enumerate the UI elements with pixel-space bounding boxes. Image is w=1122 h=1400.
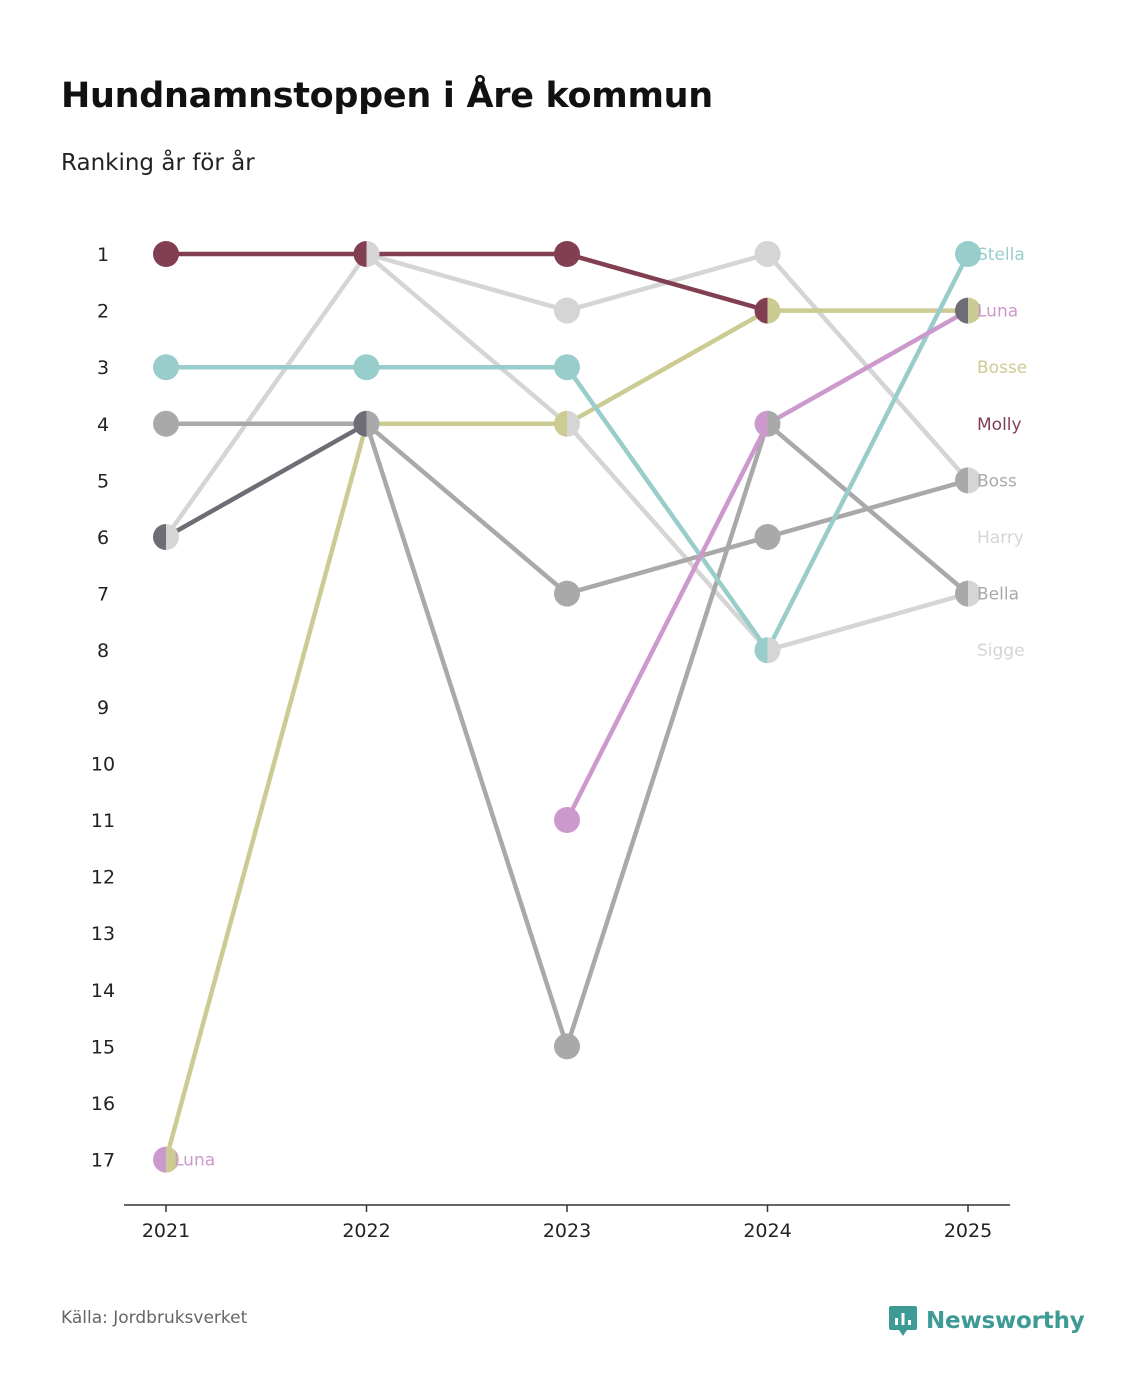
point-sigge bbox=[567, 410, 580, 437]
point-molly bbox=[153, 241, 179, 267]
x-tick-label: 2025 bbox=[944, 1220, 992, 1242]
point-bosse bbox=[767, 297, 781, 324]
point-bosse bbox=[166, 1146, 179, 1173]
point-bosse bbox=[968, 297, 981, 324]
point-harry bbox=[968, 467, 981, 494]
y-tick-label: 3 bbox=[97, 357, 109, 379]
point-molly bbox=[754, 297, 768, 324]
chart-subtitle: Ranking år för år bbox=[61, 150, 255, 176]
y-tick-label: 12 bbox=[91, 867, 115, 889]
y-tick-label: 10 bbox=[91, 753, 115, 775]
point-sigge bbox=[767, 637, 781, 664]
point-harry bbox=[754, 241, 781, 267]
series-line-bella bbox=[364, 421, 971, 1049]
point-boss bbox=[366, 410, 380, 437]
x-tick-label: 2023 bbox=[543, 1220, 591, 1242]
point-bella bbox=[955, 580, 968, 607]
series-line-bosse bbox=[163, 308, 971, 1162]
point-ok-nd bbox=[353, 410, 367, 437]
brand-logo: Newsworthy bbox=[888, 1304, 1085, 1338]
brand-name: Newsworthy bbox=[926, 1308, 1085, 1334]
point-boss bbox=[955, 467, 968, 494]
point-ok-nd bbox=[955, 297, 968, 324]
y-tick-label: 11 bbox=[91, 810, 115, 832]
end-label-luna: Luna bbox=[977, 302, 1018, 322]
series-markers bbox=[153, 241, 981, 1173]
y-tick-label: 14 bbox=[91, 980, 115, 1002]
start-label-luna: Luna bbox=[174, 1151, 215, 1171]
x-tick-label: 2022 bbox=[342, 1220, 390, 1242]
y-tick-label: 7 bbox=[97, 584, 109, 606]
point-stella bbox=[955, 241, 981, 267]
end-label-boss: Boss bbox=[977, 471, 1017, 491]
point-harry bbox=[166, 524, 179, 550]
point-bosse bbox=[554, 410, 567, 437]
end-label-bella: Bella bbox=[977, 585, 1019, 605]
point-luna bbox=[754, 410, 768, 437]
source-note: Källa: Jordbruksverket bbox=[61, 1308, 248, 1328]
series-line-luna bbox=[564, 308, 971, 823]
point-harry bbox=[366, 241, 380, 267]
y-tick-label: 15 bbox=[91, 1036, 115, 1058]
end-label-sigge: Sigge bbox=[977, 641, 1025, 661]
point-luna bbox=[153, 1146, 166, 1173]
point-boss bbox=[754, 524, 781, 550]
series-labels: Stella Luna Bosse Molly Boss Harry Bella Sigge L… bbox=[174, 245, 1027, 1171]
point-bella bbox=[554, 1033, 580, 1060]
series-line-molly bbox=[163, 251, 770, 313]
point-sigge bbox=[968, 580, 981, 607]
x-axis-ticks: 2021 2022 2023 2024 2025 bbox=[142, 1205, 992, 1242]
point-stella bbox=[153, 354, 179, 381]
y-tick-label: 16 bbox=[91, 1093, 115, 1115]
x-tick-label: 2021 bbox=[142, 1220, 190, 1242]
end-label-molly: Molly bbox=[977, 415, 1022, 435]
series-line-boss bbox=[163, 421, 971, 596]
point-stella bbox=[554, 354, 580, 381]
y-tick-label: 6 bbox=[97, 527, 109, 549]
point-luna bbox=[554, 807, 580, 833]
y-tick-label: 8 bbox=[97, 640, 109, 662]
y-tick-label: 5 bbox=[97, 470, 109, 492]
point-stella bbox=[353, 354, 380, 381]
point-molly bbox=[554, 241, 580, 267]
x-tick-label: 2024 bbox=[743, 1220, 791, 1242]
point-boss bbox=[554, 580, 580, 607]
point-boss bbox=[153, 410, 179, 437]
end-label-stella: Stella bbox=[977, 245, 1025, 265]
point-molly bbox=[353, 241, 367, 267]
end-label-harry: Harry bbox=[977, 528, 1024, 548]
point-harry bbox=[554, 297, 580, 324]
series-line-sigge bbox=[364, 251, 971, 653]
y-tick-label: 1 bbox=[97, 244, 109, 266]
y-tick-label: 13 bbox=[91, 923, 115, 945]
end-label-bosse: Bosse bbox=[977, 358, 1027, 378]
point-bella bbox=[767, 410, 781, 437]
series-line-ok-nd bbox=[163, 421, 369, 540]
y-tick-label: 2 bbox=[97, 301, 109, 323]
y-tick-label: 17 bbox=[91, 1150, 115, 1172]
y-tick-label: 9 bbox=[97, 697, 109, 719]
series-lines bbox=[163, 251, 971, 1162]
y-tick-label: 4 bbox=[97, 414, 109, 436]
point-ok-nd bbox=[153, 524, 166, 550]
newsworthy-logo-icon bbox=[889, 1306, 917, 1336]
chart-title: Hundnamnstoppen i Åre kommun bbox=[61, 76, 713, 116]
point-stella bbox=[754, 637, 768, 664]
